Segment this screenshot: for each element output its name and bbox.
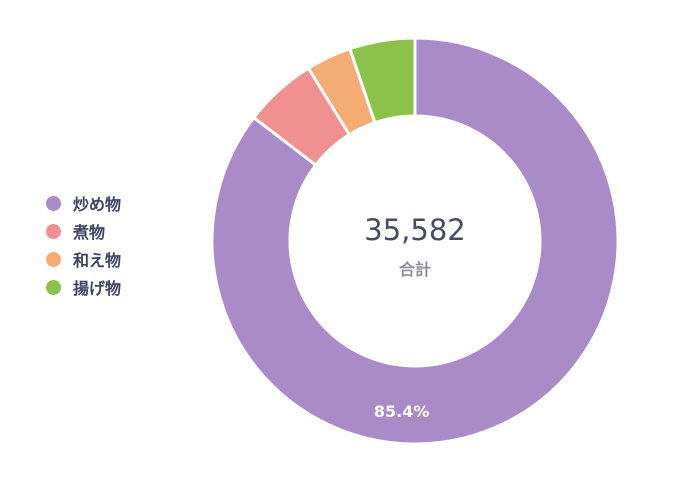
legend-item[interactable]: 炒め物 [46, 189, 121, 217]
slice-labels: 85.4% [374, 402, 430, 421]
legend-label: 和え物 [73, 251, 122, 270]
legend-item[interactable]: 和え物 [46, 245, 121, 273]
legend-label: 炒め物 [73, 195, 122, 214]
donut-slices [210, 36, 620, 446]
donut-slice[interactable] [347, 36, 417, 125]
legend: 炒め物 煮物 和え物 揚げ物 [46, 189, 121, 301]
legend-label: 煮物 [73, 223, 106, 242]
legend-item[interactable]: 揚げ物 [46, 273, 121, 301]
legend-item[interactable]: 煮物 [46, 217, 121, 245]
legend-swatch [46, 195, 61, 211]
legend-swatch [46, 279, 61, 295]
legend-swatch [46, 251, 61, 267]
donut-slice[interactable] [210, 36, 620, 446]
slice-label: 85.4% [374, 402, 430, 421]
legend-swatch [46, 223, 61, 239]
legend-label: 揚げ物 [73, 279, 122, 298]
center-total-value: 35,582 [364, 213, 466, 247]
center-total-label: 合計 [398, 260, 432, 279]
